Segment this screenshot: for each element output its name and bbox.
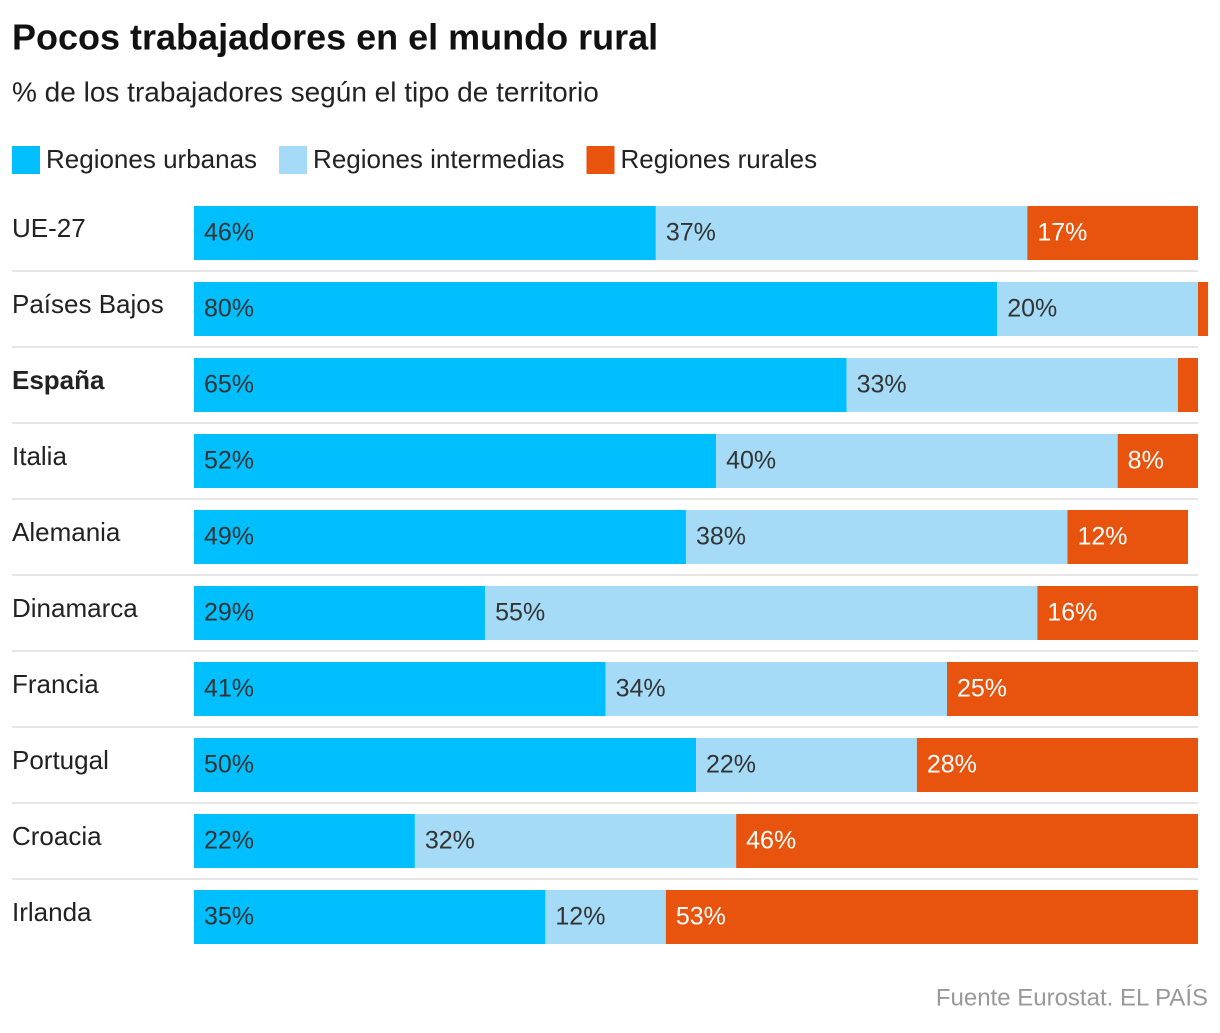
- bar-segment: [685, 510, 1068, 564]
- bar-segment: [997, 282, 1198, 336]
- legend-swatch: [586, 146, 615, 174]
- legend-label: Regiones rurales: [621, 144, 818, 174]
- bar-segment: [665, 890, 1198, 944]
- value-label: 55%: [495, 599, 545, 627]
- category-label: Dinamarca: [12, 593, 138, 623]
- bar-segment: [1177, 358, 1198, 412]
- bar-segment: [194, 662, 606, 716]
- bar-segment: [696, 738, 917, 792]
- bar-segment: [194, 890, 546, 944]
- value-label: 28%: [927, 751, 977, 779]
- bar-segment: [194, 358, 847, 412]
- bar-segment: [414, 814, 737, 868]
- value-label: 53%: [676, 903, 726, 931]
- category-label: Francia: [12, 669, 99, 699]
- value-label: 32%: [425, 827, 475, 855]
- value-label: 22%: [204, 827, 254, 855]
- chart-title: Pocos trabajadores en el mundo rural: [12, 17, 658, 58]
- value-label: 8%: [1128, 447, 1164, 475]
- category-label: UE-27: [12, 213, 86, 243]
- bar-segment: [655, 206, 1028, 260]
- bar-segment: [1067, 510, 1188, 564]
- bar-segment: [605, 662, 947, 716]
- value-label: 50%: [204, 751, 254, 779]
- value-label: 49%: [204, 523, 254, 551]
- bar-segment: [1027, 206, 1198, 260]
- source: Fuente Eurostat. EL PAÍS: [936, 984, 1208, 1011]
- legend-swatch: [12, 146, 40, 174]
- value-label: 65%: [204, 371, 254, 399]
- bar-segment: [716, 434, 1118, 488]
- value-label: 80%: [204, 295, 254, 323]
- value-label: 16%: [1047, 599, 1097, 627]
- value-label: 41%: [204, 675, 254, 703]
- value-label: 29%: [204, 599, 254, 627]
- legend-label: Regiones urbanas: [46, 144, 257, 174]
- value-label: 17%: [1037, 219, 1087, 247]
- bar-segment: [916, 738, 1198, 792]
- value-label: 46%: [204, 219, 254, 247]
- bar-segment: [1037, 586, 1198, 640]
- category-label: Portugal: [12, 745, 109, 775]
- legend-swatch: [279, 146, 308, 174]
- category-label: Países Bajos: [12, 289, 164, 319]
- bar-segment: [485, 586, 1038, 640]
- bar-segment: [846, 358, 1178, 412]
- bar-segment: [947, 662, 1198, 716]
- legend-label: Regiones intermedias: [313, 144, 564, 174]
- bar-segment: [194, 434, 717, 488]
- bar-segment: [1117, 434, 1198, 488]
- value-label: 12%: [555, 903, 605, 931]
- value-label: 34%: [616, 675, 666, 703]
- bar-segment: [194, 206, 656, 260]
- bar-segment: [194, 510, 686, 564]
- category-label: Alemania: [12, 517, 121, 547]
- bar-segment: [736, 814, 1198, 868]
- bar-segment: [194, 282, 998, 336]
- value-label: 40%: [726, 447, 776, 475]
- bar-segment: [194, 814, 415, 868]
- bar-segment: [1198, 282, 1209, 336]
- value-label: 33%: [857, 371, 907, 399]
- category-label: Irlanda: [12, 897, 92, 927]
- category-label: España: [12, 365, 105, 395]
- bar-segment: [545, 890, 666, 944]
- value-label: 22%: [706, 751, 756, 779]
- value-label: 35%: [204, 903, 254, 931]
- category-label: Croacia: [12, 821, 102, 851]
- value-label: 38%: [696, 523, 746, 551]
- bar-segment: [194, 586, 486, 640]
- category-label: Italia: [12, 441, 67, 471]
- bar-segment: [194, 738, 696, 792]
- value-label: 25%: [957, 675, 1007, 703]
- value-label: 37%: [666, 219, 716, 247]
- value-label: 12%: [1077, 523, 1127, 551]
- value-label: 46%: [746, 827, 796, 855]
- value-label: 52%: [204, 447, 254, 475]
- chart-subtitle: % de los trabajadores según el tipo de t…: [12, 76, 599, 107]
- value-label: 20%: [1007, 295, 1057, 323]
